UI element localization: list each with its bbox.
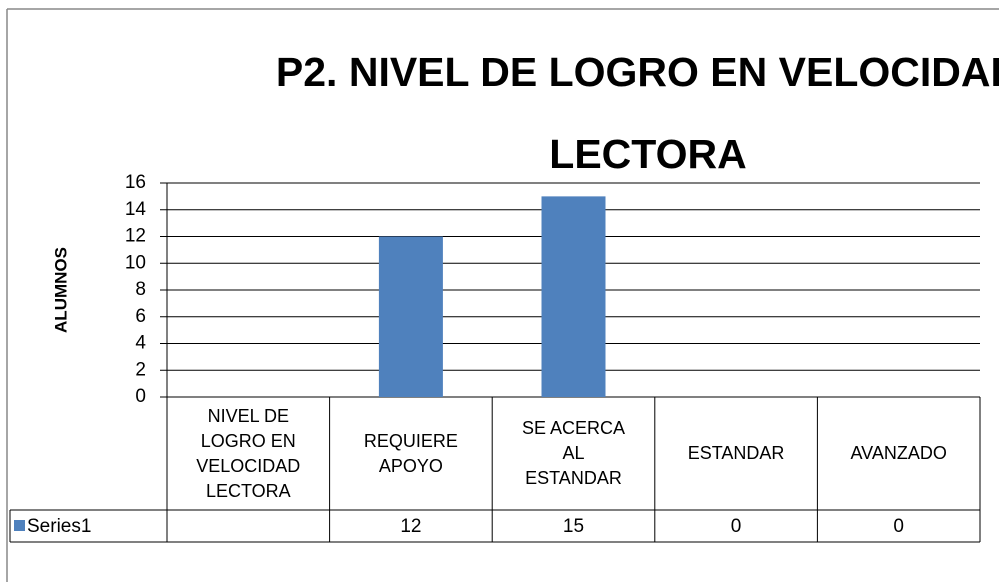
x-tick-cell: ESTANDAR [655, 397, 818, 510]
bar [541, 196, 606, 397]
table-value: 15 [563, 516, 584, 537]
x-tick-label-box: AVANZADO [817, 397, 980, 510]
x-tick-label: SE ACERCA AL ESTANDAR [521, 418, 625, 488]
x-tick-label: REQUIERE APOYO [363, 430, 458, 476]
x-tick-cell: AVANZADO [817, 397, 980, 510]
table-value: 0 [731, 516, 742, 537]
legend-swatch [14, 520, 25, 531]
y-tick-label: 16 [125, 172, 146, 193]
x-tick-label-box: SE ACERCA AL ESTANDAR [492, 397, 655, 510]
x-tick-label-box: REQUIERE APOYO [330, 397, 493, 510]
y-tick-label: 10 [125, 252, 146, 273]
y-tick-label: 0 [135, 386, 146, 407]
x-tick-label: ESTANDAR [687, 443, 785, 463]
x-tick-cell: REQUIERE APOYO [330, 397, 493, 510]
chart-title: P2. NIVEL DE LOGRO EN VELOCIDAD LECTORA [276, 49, 999, 177]
y-axis-label: ALUMNOS [51, 247, 70, 333]
x-tick-cell: NIVEL DE LOGRO EN VELOCIDAD LECTORA [167, 397, 330, 510]
bar [378, 236, 443, 397]
y-tick-label: 14 [125, 199, 147, 220]
x-tick-cell: SE ACERCA AL ESTANDAR [492, 397, 655, 510]
x-tick-label-box: ESTANDAR [655, 397, 818, 510]
x-tick-label: NIVEL DE LOGRO EN VELOCIDAD LECTORA [196, 405, 301, 501]
y-tick-label: 8 [135, 279, 146, 300]
y-tick-label: 4 [135, 333, 146, 354]
y-tick-label: 12 [125, 226, 146, 247]
table-value: 0 [893, 516, 904, 537]
y-tick-label: 2 [135, 359, 146, 380]
x-tick-label-box: NIVEL DE LOGRO EN VELOCIDAD LECTORA [167, 397, 330, 510]
y-tick-label: 6 [135, 306, 146, 327]
table-value: 12 [400, 516, 421, 537]
legend-label: Series1 [27, 516, 91, 537]
x-tick-label: AVANZADO [850, 443, 947, 463]
